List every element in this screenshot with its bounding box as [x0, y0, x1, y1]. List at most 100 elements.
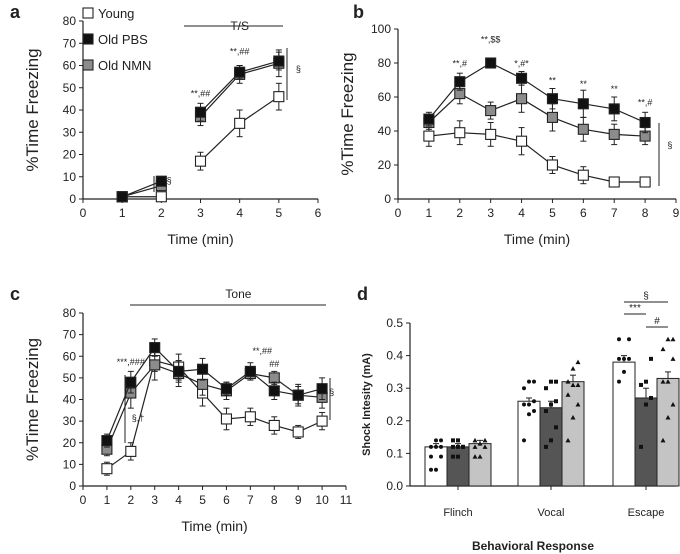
data-point — [482, 437, 488, 443]
data-point — [660, 379, 666, 384]
legend-label: Young — [98, 6, 134, 21]
x-tick-label: 4 — [236, 206, 243, 220]
data-point — [527, 412, 531, 417]
data-point — [268, 385, 280, 397]
data-point — [101, 463, 113, 475]
bar — [656, 377, 680, 487]
x-tick-label: 3 — [487, 206, 494, 220]
y-tick-label: 0.0 — [386, 479, 403, 493]
data-point — [268, 372, 280, 384]
data-point — [194, 106, 207, 118]
data-point — [554, 399, 558, 404]
y-tick-label: 10 — [63, 457, 77, 471]
data-point — [570, 366, 576, 371]
data-point — [451, 444, 455, 449]
data-point — [194, 155, 207, 167]
annotation: § — [329, 387, 334, 397]
data-point — [234, 66, 246, 78]
y-tick-label: 30 — [63, 414, 77, 428]
category-label: Escape — [628, 507, 665, 519]
data-point — [522, 438, 526, 443]
data-point — [456, 438, 460, 443]
data-point — [196, 363, 209, 375]
data-point — [622, 356, 626, 361]
legend-marker — [82, 7, 94, 19]
y-tick-label: 0.1 — [386, 446, 403, 460]
data-point — [234, 117, 246, 129]
y-tick-label: 30 — [63, 125, 77, 139]
x-axis-title: Time (min) — [167, 231, 233, 247]
data-point — [546, 93, 558, 105]
data-point — [522, 402, 526, 407]
annotation: ** — [580, 79, 588, 89]
data-point — [454, 76, 466, 88]
data-point — [244, 411, 256, 423]
x-tick-label: 1 — [426, 206, 433, 220]
data-point — [451, 454, 455, 459]
series-line — [428, 132, 646, 183]
x-tick-label: 6 — [580, 206, 587, 220]
x-tick-label: 8 — [271, 493, 278, 507]
x-axis-title: Time (min) — [504, 231, 570, 247]
data-point — [196, 378, 209, 390]
category-label: Flinch — [443, 507, 472, 519]
series-line — [106, 364, 323, 450]
x-tick-label: 2 — [158, 206, 165, 220]
y-tick-label: 0 — [69, 192, 76, 206]
data-point — [544, 444, 548, 449]
data-point — [461, 444, 465, 449]
data-point — [316, 415, 328, 427]
x-tick-label: 5 — [199, 493, 206, 507]
data-point — [477, 441, 483, 446]
y-tick-label: 0.5 — [386, 316, 403, 330]
data-point — [639, 382, 643, 387]
x-tick-label: 0 — [395, 206, 402, 220]
legend-label: Old NMN — [98, 58, 151, 73]
data-point — [665, 336, 671, 342]
data-point — [149, 359, 161, 371]
y-tick-label: 0 — [384, 192, 391, 206]
data-point — [660, 346, 666, 352]
annotation: **,## — [253, 346, 273, 356]
data-point — [485, 105, 497, 117]
annotation: ## — [269, 359, 279, 369]
data-point — [665, 415, 671, 420]
data-point — [451, 438, 455, 443]
y-tick-label: 100 — [371, 22, 391, 36]
annotation: **,$$ — [481, 35, 501, 45]
panel-letter: b — [353, 2, 364, 22]
bar — [612, 361, 636, 487]
legend-marker — [82, 59, 94, 71]
y-tick-label: 0.2 — [386, 414, 403, 428]
x-tick-label: 3 — [197, 206, 204, 220]
data-point — [565, 437, 571, 443]
y-tick-label: 60 — [378, 90, 392, 104]
data-point — [644, 402, 648, 407]
y-tick-label: 50 — [63, 371, 77, 385]
bar — [446, 446, 470, 487]
data-point — [454, 127, 466, 139]
data-point — [485, 57, 497, 69]
bar — [424, 446, 448, 487]
series-line — [106, 359, 323, 470]
data-point — [482, 444, 488, 449]
annotation: § — [667, 140, 672, 150]
y-tick-label: 20 — [63, 148, 77, 162]
data-point — [522, 386, 526, 391]
data-point — [423, 113, 435, 125]
y-tick-label: 80 — [63, 306, 77, 320]
x-tick-label: 4 — [175, 493, 182, 507]
data-point — [273, 55, 285, 67]
data-point — [220, 383, 233, 395]
x-tick-label: 4 — [518, 206, 525, 220]
data-point — [532, 379, 536, 384]
y-tick-label: 20 — [378, 158, 392, 172]
data-point — [456, 454, 460, 459]
data-point — [125, 445, 137, 457]
x-tick-label: 0 — [80, 206, 87, 220]
annotation: **,## — [191, 89, 211, 99]
data-point — [544, 386, 548, 391]
data-point — [549, 379, 553, 384]
annotation: **,# — [638, 98, 653, 108]
